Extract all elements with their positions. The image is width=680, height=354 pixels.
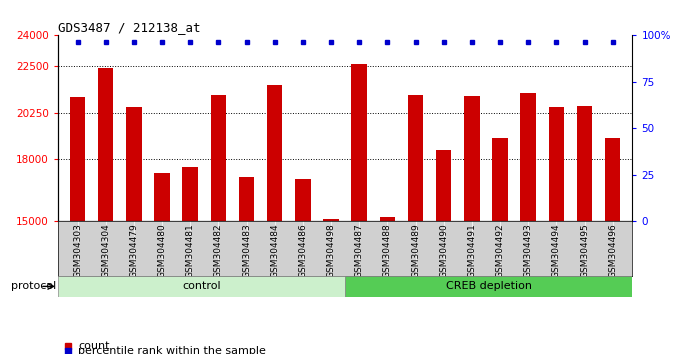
Text: protocol: protocol (11, 281, 56, 291)
Bar (408, 95, 423, 221)
Text: GSM304483: GSM304483 (242, 223, 251, 278)
Text: GSM304484: GSM304484 (270, 223, 279, 278)
Bar (126, 107, 141, 221)
Bar (605, 138, 620, 221)
Text: GSM304480: GSM304480 (158, 223, 167, 278)
Bar (211, 95, 226, 221)
Bar (323, 219, 339, 221)
Text: GSM304496: GSM304496 (608, 223, 617, 278)
Bar (577, 105, 592, 221)
Bar (239, 177, 254, 221)
Bar (520, 93, 536, 221)
Bar (549, 107, 564, 221)
Bar (379, 217, 395, 221)
Bar (98, 68, 114, 221)
Text: GSM304482: GSM304482 (214, 223, 223, 278)
Text: GSM304486: GSM304486 (299, 223, 307, 278)
Text: GSM304492: GSM304492 (496, 223, 505, 278)
Text: GSM304498: GSM304498 (326, 223, 335, 278)
Bar (70, 97, 85, 221)
Text: GSM304493: GSM304493 (524, 223, 532, 278)
Text: GSM304489: GSM304489 (411, 223, 420, 278)
Text: GSM304479: GSM304479 (129, 223, 138, 278)
Text: GSM304488: GSM304488 (383, 223, 392, 278)
Text: GSM304490: GSM304490 (439, 223, 448, 278)
Bar (436, 150, 452, 221)
Text: count: count (78, 341, 109, 350)
Text: GSM304303: GSM304303 (73, 223, 82, 278)
Bar (345, 276, 632, 297)
Text: GSM304487: GSM304487 (355, 223, 364, 278)
Bar (267, 85, 282, 221)
Text: control: control (182, 281, 221, 291)
Text: GSM304495: GSM304495 (580, 223, 589, 278)
Bar (58, 276, 345, 297)
Bar (295, 179, 311, 221)
Bar (492, 138, 508, 221)
Text: GSM304481: GSM304481 (186, 223, 194, 278)
Text: percentile rank within the sample: percentile rank within the sample (78, 346, 266, 354)
Text: GSM304494: GSM304494 (552, 223, 561, 278)
Text: CREB depletion: CREB depletion (446, 281, 532, 291)
Text: GDS3487 / 212138_at: GDS3487 / 212138_at (58, 21, 201, 34)
Text: GSM304304: GSM304304 (101, 223, 110, 278)
Text: GSM304491: GSM304491 (467, 223, 477, 278)
Bar (154, 173, 170, 221)
Bar (182, 166, 198, 221)
Bar (464, 96, 479, 221)
Bar (352, 64, 367, 221)
